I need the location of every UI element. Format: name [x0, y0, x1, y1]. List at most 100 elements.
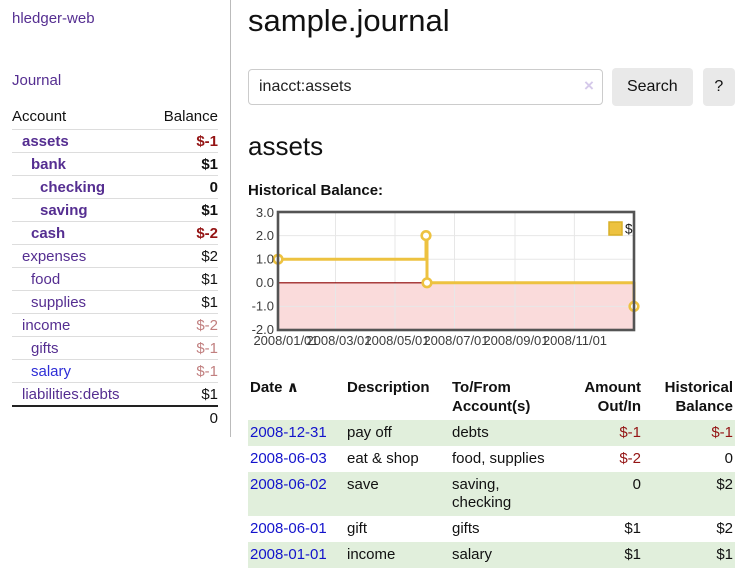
transaction-balance: $2 [716, 476, 733, 493]
account-row: liabilities:debts $1 [12, 382, 218, 406]
transaction-balance: $1 [716, 546, 733, 563]
historical-balance-chart: $ 3.0 2.0 1.0 0.0 -1.0 -2.0 2008/01/01 2… [248, 205, 735, 355]
register-row: 2008-06-01 gift gifts $1 $2 [248, 516, 735, 542]
transaction-amount: $1 [624, 520, 641, 537]
account-row: income $-2 [12, 313, 218, 337]
transaction-accounts: gifts [452, 520, 480, 537]
account-title: assets [248, 131, 324, 161]
account-balance: $-1 [148, 359, 218, 383]
svg-text:2008/05/01: 2008/05/01 [364, 333, 429, 348]
search-form: × Search ? [248, 68, 735, 106]
transaction-accounts: salary [452, 546, 493, 563]
transaction-description: income [347, 546, 396, 563]
account-link-liabilities-debts[interactable]: liabilities:debts [22, 385, 120, 403]
legend-label: $ [625, 222, 633, 237]
account-link-cash[interactable]: cash [31, 224, 66, 242]
account-balance: $1 [148, 198, 218, 222]
svg-text:2.0: 2.0 [256, 228, 274, 243]
svg-text:-2.0: -2.0 [252, 322, 274, 337]
help-button[interactable]: ? [702, 68, 735, 106]
account-link-assets[interactable]: assets [22, 132, 69, 150]
transaction-accounts: saving, checking [452, 476, 512, 511]
account-link-food[interactable]: food [31, 270, 61, 288]
account-row: gifts $-1 [12, 336, 218, 360]
account-row: checking 0 [12, 175, 218, 199]
svg-text:2008/11/01: 2008/11/01 [543, 333, 607, 348]
account-link-gifts[interactable]: gifts [31, 339, 59, 357]
svg-text:0.0: 0.0 [256, 275, 274, 290]
transaction-amount: $1 [624, 546, 641, 563]
transaction-amount: 0 [632, 476, 641, 493]
register-row: 2008-06-03 eat & shop food, supplies $-2… [248, 446, 735, 472]
transaction-date-link[interactable]: 2008-06-02 [250, 476, 327, 493]
account-balance: $-1 [148, 336, 218, 360]
account-balance: $2 [148, 244, 218, 268]
transaction-amount: $-1 [619, 424, 641, 441]
negative-region [279, 282, 633, 329]
accounts-col-account: Account [12, 108, 67, 125]
account-link-bank[interactable]: bank [31, 155, 67, 173]
account-row: supplies $1 [12, 290, 218, 314]
accounts-table: Account Balance assets $-1 bank $1 check… [12, 105, 218, 429]
register-header-row: Date ∧ Description To/From Account(s) Am… [248, 376, 735, 420]
account-balance: $1 [148, 382, 218, 406]
register-row: 2008-01-01 income salary $1 $1 [248, 542, 735, 568]
sort-ascending-icon: ∧ [286, 379, 299, 396]
account-link-expenses[interactable]: expenses [22, 247, 87, 265]
transaction-amount: $-2 [619, 450, 641, 467]
account-link-checking[interactable]: checking [40, 178, 106, 196]
app-title-link[interactable]: hledger-web [12, 10, 95, 27]
search-input[interactable] [248, 69, 603, 105]
register-col-amount: Amount Out/In [584, 379, 641, 415]
svg-text:2008/01/01: 2008/01/01 [253, 333, 318, 348]
account-row: food $1 [12, 267, 218, 291]
account-row: bank $1 [12, 152, 218, 176]
svg-text:2008/03/01: 2008/03/01 [306, 333, 371, 348]
nav-journal: Journal [12, 72, 218, 90]
accounts-total-value: 0 [148, 405, 218, 429]
transaction-date-link[interactable]: 2008-06-01 [250, 520, 327, 537]
account-row: salary $-1 [12, 359, 218, 383]
transaction-date-link[interactable]: 2008-01-01 [250, 546, 327, 563]
transaction-description: save [347, 476, 379, 493]
account-link-supplies[interactable]: supplies [31, 293, 87, 311]
account-row: expenses $2 [12, 244, 218, 268]
account-balance: $1 [148, 290, 218, 314]
account-link-income[interactable]: income [22, 316, 71, 334]
page-title: sample.journal [248, 3, 450, 38]
transaction-accounts: food, supplies [452, 450, 545, 467]
chart-label: Historical Balance: [248, 182, 384, 199]
transaction-balance: $-1 [711, 424, 733, 441]
register-col-description: Description [347, 379, 430, 396]
svg-text:3.0: 3.0 [256, 208, 274, 220]
search-button[interactable]: Search [611, 68, 693, 106]
svg-text:2008/07/01: 2008/07/01 [423, 333, 488, 348]
sidebar: hledger-web Journal Account Balance asse… [0, 0, 231, 437]
transaction-balance: $2 [716, 520, 733, 537]
register-col-date[interactable]: Date ∧ [250, 379, 299, 396]
svg-text:1.0: 1.0 [256, 252, 274, 267]
account-link-salary[interactable]: salary [31, 362, 72, 380]
x-axis-labels: 2008/01/01 2008/03/01 2008/05/01 2008/07… [253, 333, 607, 348]
account-link-saving[interactable]: saving [40, 201, 88, 219]
account-balance: $1 [148, 152, 218, 176]
accounts-header-row: Account Balance [12, 105, 218, 130]
register-table: Date ∧ Description To/From Account(s) Am… [248, 376, 735, 568]
journal-link[interactable]: Journal [12, 72, 62, 89]
account-row: saving $1 [12, 198, 218, 222]
account-row: assets $-1 [12, 129, 218, 153]
account-balance: $-1 [148, 129, 218, 153]
register-row: 2008-06-02 save saving, checking 0 $2 [248, 472, 735, 516]
accounts-total-row: 0 [12, 405, 218, 429]
transaction-accounts: debts [452, 424, 489, 441]
clear-search-icon[interactable]: × [584, 76, 594, 95]
chart-svg: $ 3.0 2.0 1.0 0.0 -1.0 -2.0 2008/01/01 2… [252, 205, 640, 348]
transaction-date-link[interactable]: 2008-12-31 [250, 424, 327, 441]
transaction-description: gift [347, 520, 368, 537]
account-balance: 0 [148, 175, 218, 199]
account-balance: $-2 [148, 313, 218, 337]
account-balance: $-2 [148, 221, 218, 245]
transaction-date-link[interactable]: 2008-06-03 [250, 450, 327, 467]
svg-text:2008/09/01: 2008/09/01 [483, 333, 548, 348]
